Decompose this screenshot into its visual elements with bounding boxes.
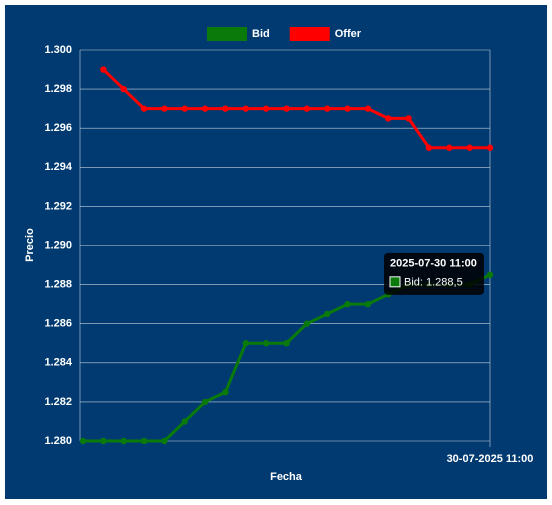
data-point (201, 105, 209, 112)
y-tick-label: 1.298 (44, 83, 72, 95)
data-point (100, 437, 107, 445)
data-point (303, 320, 311, 327)
data-point (324, 310, 331, 318)
y-tick-label: 1.292 (44, 200, 72, 212)
y-tick-label: 1.282 (44, 396, 72, 408)
legend-label: Offer (335, 28, 362, 40)
data-point (181, 105, 188, 112)
data-point (486, 144, 494, 151)
data-point (385, 115, 392, 122)
data-point (140, 105, 148, 112)
data-point (364, 300, 372, 308)
legend-swatch (289, 27, 330, 41)
data-point (100, 66, 107, 73)
data-point (364, 105, 372, 112)
data-point (283, 340, 290, 347)
data-point (201, 398, 209, 406)
y-tick-label: 1.280 (44, 435, 72, 447)
data-point (405, 115, 412, 122)
y-tick-label: 1.286 (44, 318, 72, 330)
data-point (181, 418, 188, 425)
tooltip-box (384, 252, 484, 295)
y-tick-label: 1.284 (44, 357, 72, 369)
x-tick-label: 30-07-2025 11:00 (447, 453, 534, 465)
data-point (262, 340, 270, 347)
data-point (79, 437, 87, 445)
series-line (102, 68, 490, 150)
data-point (262, 105, 270, 112)
y-tick-label: 1.288 (44, 279, 72, 291)
legend-label: Bid (252, 28, 270, 40)
data-point (344, 300, 351, 308)
data-point (486, 271, 494, 279)
data-point (242, 340, 249, 347)
data-point (222, 388, 229, 396)
y-axis-title: Precio (24, 228, 36, 262)
legend-swatch (207, 27, 247, 41)
chart-background (5, 5, 547, 499)
y-tick-label: 1.294 (44, 161, 72, 173)
data-point (303, 105, 311, 112)
data-point (140, 437, 148, 445)
data-point (344, 105, 351, 112)
tooltip-swatch (389, 276, 401, 288)
y-tick-label: 1.300 (44, 44, 72, 56)
data-point (161, 437, 168, 445)
data-point (120, 85, 127, 93)
data-point (222, 105, 229, 112)
data-point (446, 144, 453, 151)
x-axis-title: Fecha (270, 471, 303, 483)
data-point (425, 144, 433, 151)
data-point (466, 144, 473, 151)
data-point (242, 105, 249, 112)
data-point (161, 105, 168, 112)
y-tick-label: 1.296 (44, 122, 72, 134)
data-point (283, 105, 290, 112)
tooltip-label: Bid: 1.288,5 (404, 277, 463, 289)
tooltip-title: 2025-07-30 11:00 (390, 258, 477, 270)
data-point (324, 105, 331, 112)
data-point (120, 437, 127, 445)
y-tick-label: 1.290 (44, 239, 72, 251)
